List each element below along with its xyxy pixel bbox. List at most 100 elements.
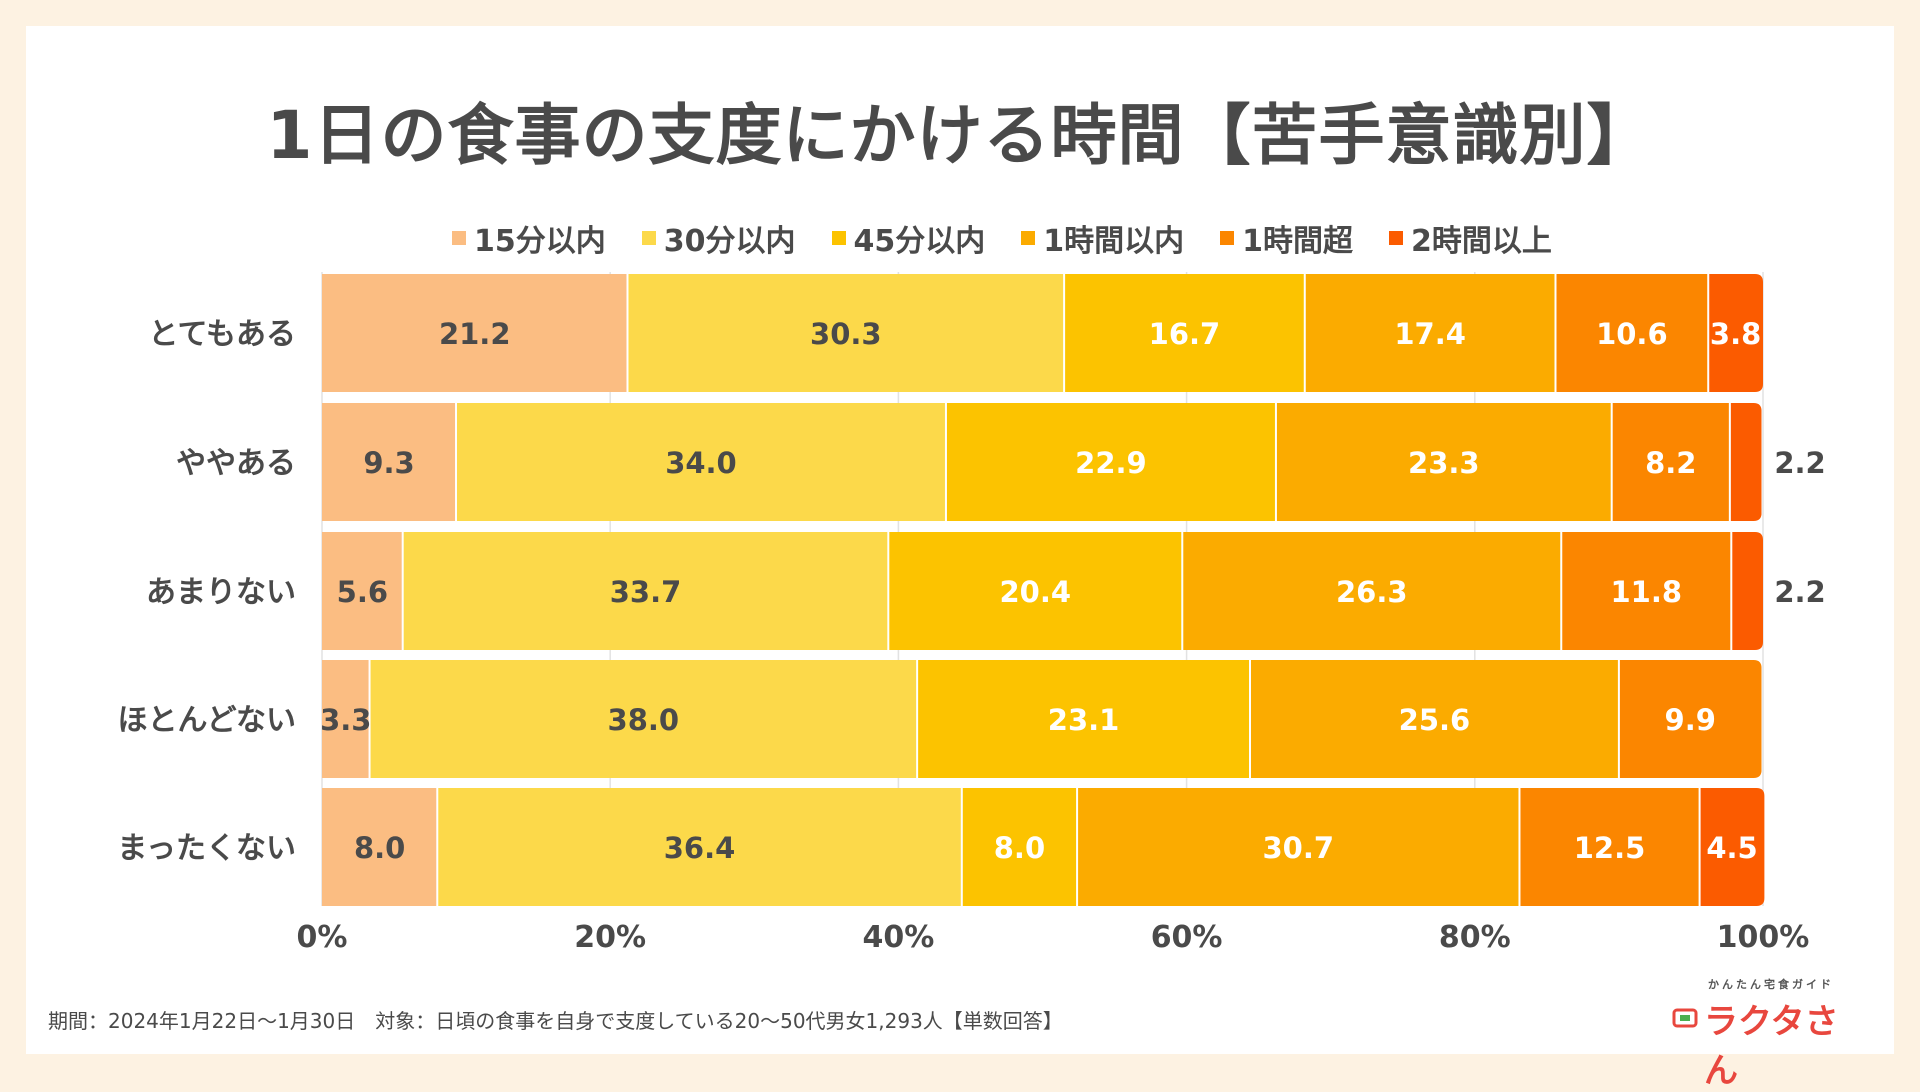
bar-segment <box>1708 274 1763 392</box>
legend-item: 15分以内 <box>452 216 606 260</box>
value-label: 8.0 <box>354 831 405 865</box>
value-label: 4.5 <box>1706 831 1757 865</box>
legend-label: 1時間以内 <box>1043 224 1185 259</box>
value-label: 23.3 <box>1408 446 1480 480</box>
x-tick-label: 60% <box>1151 920 1223 955</box>
legend-item: 1時間超 <box>1220 216 1353 260</box>
bar-segment <box>1519 788 1700 906</box>
value-label: 36.4 <box>664 831 736 865</box>
value-label: 9.9 <box>1665 703 1716 737</box>
x-tick-label: 0% <box>297 920 348 955</box>
chart-title: 1日の食事の支度にかける時間【苦手意識別】 <box>266 97 1654 174</box>
value-label: 38.0 <box>608 703 680 737</box>
category-label: あまりない <box>146 575 296 610</box>
legend-label: 2時間以上 <box>1411 224 1552 259</box>
chart-legend: 15分以内 30分以内 45分以内 1時間以内 1時間超 2時間以上 <box>452 216 1552 260</box>
bar-segment <box>917 660 1251 778</box>
legend-swatch <box>831 231 846 245</box>
bar-segment <box>322 274 628 392</box>
category-label: ほとんどない <box>118 703 297 738</box>
bar-row <box>322 403 1762 521</box>
legend-swatch <box>1021 231 1036 245</box>
x-tick-label: 100% <box>1717 920 1810 955</box>
bar-segment <box>1182 532 1562 650</box>
value-label: 8.2 <box>1645 446 1696 480</box>
legend-item: 45分以内 <box>831 216 986 260</box>
category-label: ややある <box>176 446 296 481</box>
bar-segment <box>961 788 1078 906</box>
value-label: 22.9 <box>1075 446 1147 480</box>
bar-segment <box>1699 788 1765 906</box>
category-label: とてもある <box>148 317 296 352</box>
value-label: 12.5 <box>1574 831 1646 865</box>
legend-swatch <box>1389 231 1403 245</box>
bar-segment <box>627 274 1065 392</box>
legend-item: 2時間以上 <box>1389 216 1552 260</box>
logo-subtitle: かんたん宅食ガイド <box>1708 978 1834 991</box>
bar-segment <box>1729 403 1762 521</box>
x-tick-label: 40% <box>862 920 934 955</box>
legend-swatch <box>641 231 656 245</box>
category-label: まったくない <box>117 831 296 866</box>
bar-segment <box>1304 274 1556 392</box>
value-label: 10.6 <box>1596 317 1668 351</box>
bar-segment <box>322 403 457 521</box>
value-label: 25.6 <box>1399 703 1471 737</box>
value-label: 5.6 <box>337 575 388 609</box>
bar-row <box>322 660 1762 778</box>
food-box-icon <box>1672 1008 1698 1028</box>
bar-row <box>322 788 1765 906</box>
bar-segment <box>1275 403 1612 521</box>
value-label: 33.7 <box>610 575 682 609</box>
bar-segment <box>456 403 946 521</box>
legend-label: 45分以内 <box>853 224 986 259</box>
x-tick-label: 80% <box>1439 920 1511 955</box>
bar-row <box>322 274 1763 392</box>
value-label: 30.7 <box>1262 831 1334 865</box>
value-label: 16.7 <box>1149 317 1221 351</box>
value-label: 2.2 <box>1774 575 1825 609</box>
bar-segment <box>322 532 403 650</box>
value-label: 20.4 <box>1000 575 1072 609</box>
bar-segment <box>945 403 1276 521</box>
value-label: 3.3 <box>320 703 371 737</box>
bar-segment <box>1250 660 1619 778</box>
legend-item: 30分以内 <box>641 216 796 260</box>
legend-label: 30分以内 <box>663 224 796 259</box>
value-label: 26.3 <box>1336 575 1408 609</box>
bar-segment <box>1064 274 1305 392</box>
bar-segment <box>888 532 1183 650</box>
legend-item: 1時間以内 <box>1021 216 1184 260</box>
value-label: 23.1 <box>1048 703 1120 737</box>
legend-swatch <box>1220 231 1235 245</box>
legend-swatch <box>452 231 466 245</box>
x-tick-label: 20% <box>574 920 646 955</box>
bar-segment <box>369 660 918 778</box>
bar-segment <box>1618 660 1762 778</box>
bar-segment <box>437 788 962 906</box>
bar-segment <box>1561 532 1732 650</box>
bar-segment <box>1077 788 1520 906</box>
value-label: 9.3 <box>363 446 414 480</box>
legend-label: 1時間超 <box>1242 224 1353 259</box>
value-label: 11.8 <box>1610 575 1682 609</box>
value-label: 21.2 <box>439 317 511 351</box>
legend-label: 15分以内 <box>474 224 606 259</box>
bar-segment <box>1555 274 1709 392</box>
bar-segment <box>1731 532 1763 650</box>
value-label: 30.3 <box>810 317 882 351</box>
bar-row <box>322 532 1763 650</box>
bar-segment <box>322 660 370 778</box>
bar-segment <box>1611 403 1730 521</box>
bar-segment <box>402 532 889 650</box>
value-label: 2.2 <box>1774 446 1825 480</box>
value-label: 8.0 <box>994 831 1045 865</box>
survey-note: 期間：2024年1月22日〜1月30日 対象：日頃の食事を自身で支度している20… <box>48 1009 1063 1033</box>
value-label: 34.0 <box>665 446 737 480</box>
logo-name: ラクタさん <box>1704 1002 1839 1091</box>
value-label: 3.8 <box>1710 317 1761 351</box>
brand-logo: かんたん宅食ガイド ラクタさん <box>1672 976 1872 1091</box>
value-label: 17.4 <box>1394 317 1466 351</box>
bar-segment <box>322 788 438 906</box>
